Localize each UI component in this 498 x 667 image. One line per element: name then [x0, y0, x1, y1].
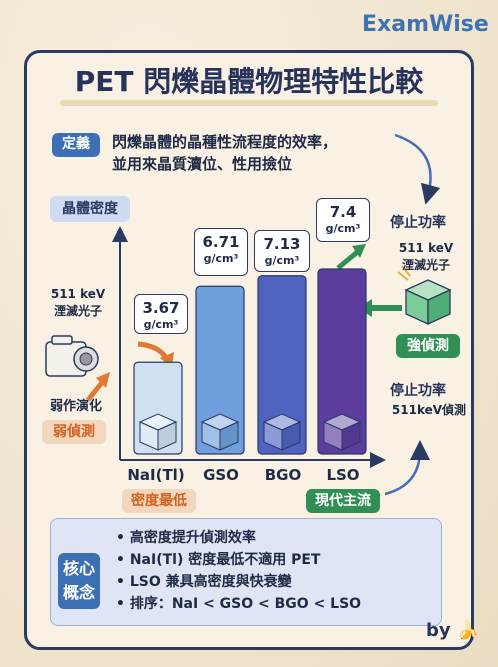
page-title: PET 閃爍晶體物理特性比較: [74, 65, 424, 98]
bar-nai: [133, 361, 183, 455]
bar-bgo: [257, 275, 307, 455]
x-label-lso: LSO: [326, 466, 360, 484]
chart-axes: [112, 226, 386, 468]
lowest-density-tag: 密度最低: [122, 489, 196, 513]
crystal-base-icon: [322, 413, 362, 451]
unit-nai: g/cm³: [143, 318, 179, 331]
stop-power-heading-2: 停止功率: [390, 383, 446, 399]
value-bgo: 7.13: [263, 235, 301, 253]
unit-lso: g/cm³: [325, 222, 361, 235]
mainstream-tag: 現代主流: [306, 489, 380, 513]
left-photon-line-1: 511 keV: [50, 287, 106, 301]
right-photon-line-2: 湮滅光子: [401, 258, 450, 272]
summary-item: 高密度提升偵測效率: [116, 527, 361, 549]
curve-arrow-bottom-icon: [384, 440, 430, 496]
detect-511-label: 511keV偵測: [391, 403, 467, 417]
strong-detection-tag: 強偵測: [396, 334, 460, 358]
bar-lso: [317, 268, 367, 455]
definition-tag: 定義: [52, 133, 100, 157]
right-photon-line-1: 511 keV: [398, 241, 454, 255]
value-label-bgo: 7.13 g/cm³: [254, 230, 310, 272]
summary-item: 排序：NaI < GSO < BGO < LSO: [116, 593, 361, 615]
unit-gso: g/cm³: [203, 252, 239, 265]
value-nai: 3.67: [142, 299, 180, 317]
definition-line-1: 閃爍晶體的晶種性流程度的效率，: [112, 133, 338, 151]
byline: by 🍌: [426, 620, 479, 641]
crystal-base-icon: [262, 413, 302, 451]
brand-logo: ExamWise: [362, 12, 489, 37]
bar-gso: [195, 285, 245, 455]
value-label-lso: 7.4 g/cm³: [316, 198, 370, 242]
stop-power-heading: 停止功率: [390, 215, 446, 231]
crystal-cube-icon: [404, 279, 452, 326]
crystal-base-icon: [200, 413, 240, 451]
unit-bgo: g/cm³: [264, 254, 300, 267]
value-label-nai: 3.67 g/cm³: [134, 294, 188, 334]
title-underline: [60, 100, 438, 106]
photon-spark-icon: [397, 265, 411, 281]
orange-up-arrow-icon: [86, 378, 106, 402]
curve-arrow-top-icon: [394, 133, 441, 205]
bar-group: [133, 268, 367, 455]
left-photon-label: 511 keV 湮滅光子: [38, 286, 118, 320]
x-label-bgo: BGO: [264, 466, 302, 484]
value-label-gso: 6.71 g/cm³: [194, 228, 248, 276]
summary-item: LSO 兼具高密度與快衰變: [116, 571, 361, 593]
value-lso: 7.4: [329, 203, 357, 221]
x-label-nai: NaI(Tl): [127, 466, 185, 484]
x-label-gso: GSO: [203, 466, 239, 484]
byline-text: by: [426, 620, 451, 641]
definition-line-2: 並用來晶質瀆位、性用撿位: [112, 155, 293, 173]
weak-interaction-text: 弱作演化: [49, 399, 102, 414]
summary-tag: 核心 概念: [58, 553, 100, 609]
value-gso: 6.71: [202, 233, 240, 251]
right-photon-label: 511 keV 湮滅光子: [384, 240, 468, 274]
left-photon-line-2: 湮滅光子: [53, 304, 102, 318]
summary-tag-line-1: 核心: [62, 559, 95, 578]
detector-icon: [45, 335, 99, 377]
y-axis-label: 晶體密度: [50, 196, 130, 222]
summary-list: 高密度提升偵測效率 NaI(Tl) 密度最低不適用 PET LSO 兼具高密度與…: [116, 527, 361, 615]
definition-text: 閃爍晶體的晶種性流程度的效率， 並用來晶質瀆位、性用撿位: [112, 131, 402, 175]
weak-detection-tag: 弱偵測: [42, 420, 106, 444]
summary-item: NaI(Tl) 密度最低不適用 PET: [116, 549, 361, 571]
banana-icon: 🍌: [456, 620, 480, 641]
crystal-base-icon: [138, 413, 178, 451]
summary-tag-line-2: 概念: [62, 583, 95, 602]
